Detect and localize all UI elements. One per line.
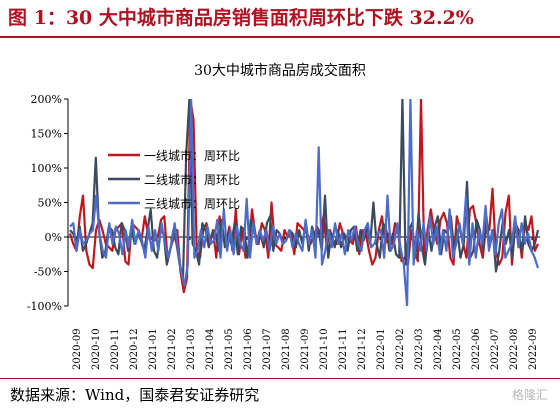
- x-tick-label: 2021-03: [186, 328, 197, 370]
- y-axis: 200% 150% 100% 50% 0% -50% -100%: [27, 93, 69, 313]
- x-tick-label: 2021-08: [281, 328, 292, 370]
- x-tick-label: 2021-04: [205, 328, 216, 370]
- figure-title: 图 1：30 大中城市商品房销售面积周环比下跌 32.2%: [8, 7, 474, 29]
- x-tick-label: 2022-01: [376, 328, 387, 370]
- chart-title: 30大中城市商品房成交面积: [194, 62, 366, 79]
- x-tick-label: 2021-10: [319, 328, 330, 370]
- watermark: 格隆汇: [511, 388, 548, 402]
- x-tick-label: 2022-08: [509, 328, 520, 370]
- x-tick-label: 2020-12: [129, 328, 140, 370]
- y-tick-label: -100%: [27, 300, 62, 313]
- x-tick-label: 2021-05: [224, 328, 235, 370]
- x-tick-label: 2022-09: [528, 328, 539, 370]
- legend-label: 一线城市：周环比: [144, 148, 240, 163]
- y-tick-label: 100%: [31, 162, 62, 175]
- y-tick-label: 200%: [31, 93, 62, 106]
- legend-label: 三线城市：周环比: [144, 196, 240, 211]
- x-axis: 2020-09 2020-10 2020-11 2020-12 2021-01 2021-…: [68, 236, 540, 370]
- x-tick-label: 2021-07: [262, 328, 273, 370]
- title-rule: [0, 36, 560, 38]
- x-tick-label: 2021-02: [167, 328, 178, 370]
- series-line-3: [69, 99, 540, 306]
- x-tick-label: 2021-11: [338, 328, 349, 370]
- bottom-rule: [0, 378, 560, 379]
- x-tick-label: 2022-07: [490, 328, 501, 370]
- x-tick-label: 2022-03: [414, 328, 425, 370]
- y-tick-label: 50%: [38, 197, 62, 210]
- x-tick-label: 2022-06: [471, 328, 482, 370]
- x-tick-label: 2021-12: [357, 328, 368, 370]
- y-tick-label: 150%: [31, 128, 62, 141]
- x-tick-label: 2020-10: [91, 328, 102, 370]
- x-tick-label: 2021-06: [243, 328, 254, 370]
- x-tick-label: 2021-09: [300, 328, 311, 370]
- chart: 30大中城市商品房成交面积 200% 150% 100% 50% 0% -50% -100%…: [27, 62, 540, 370]
- y-tick-label: 0%: [45, 231, 62, 244]
- x-tick-label: 2022-04: [433, 328, 444, 370]
- x-tick-label: 2020-11: [110, 328, 121, 370]
- source-note: 数据来源：Wind，国泰君安证券研究: [10, 386, 260, 404]
- series-layer: [68, 99, 540, 306]
- x-tick-label: 2021-01: [148, 328, 159, 370]
- x-tick-label: 2020-09: [72, 328, 83, 370]
- y-tick-label: -50%: [34, 266, 62, 279]
- x-tick-label: 2022-05: [452, 328, 463, 370]
- legend-label: 二线城市：周环比: [144, 172, 240, 187]
- x-tick-label: 2022-02: [395, 328, 406, 370]
